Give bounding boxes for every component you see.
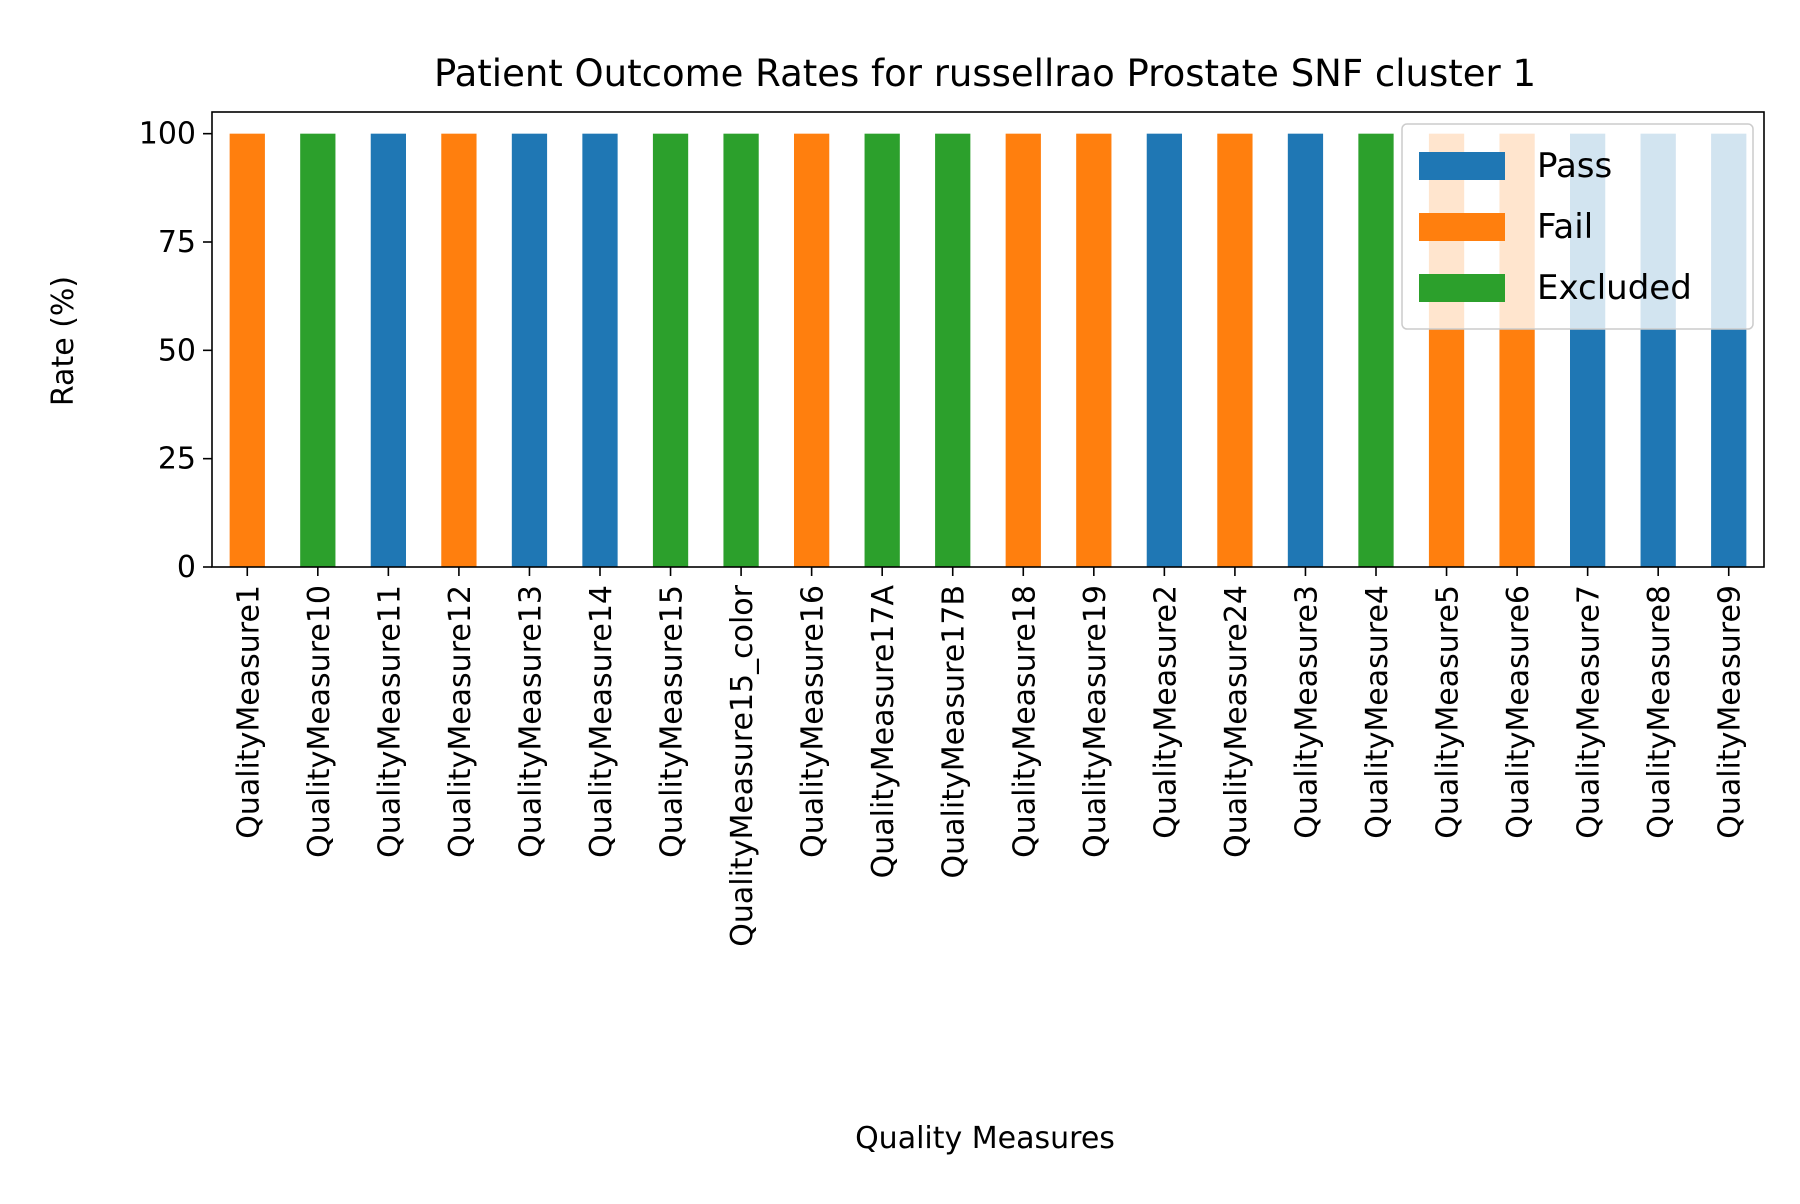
x-tick-label-8: QualityMeasure16: [796, 585, 831, 858]
x-tick-label-1: QualityMeasure10: [302, 585, 337, 858]
bar-fail-3: [441, 133, 477, 568]
x-tick-label-7: QualityMeasure15_color: [725, 584, 760, 946]
y-tick-label-100: 100: [139, 117, 196, 152]
bar-excluded-6: [652, 133, 689, 568]
x-tick-label-19: QualityMeasure7: [1572, 585, 1607, 839]
bar-fail-8: [794, 133, 830, 568]
chart-title: Patient Outcome Rates for russellrao Pro…: [434, 52, 1536, 95]
bar-excluded-10: [935, 133, 971, 568]
legend-swatch-fail: [1419, 213, 1505, 241]
bar-fail-12: [1076, 133, 1112, 568]
axes-group: 0 25 50 75 100 QualityMeasure1 QualityMeasure1…: [139, 111, 1765, 947]
x-tick-label-6: QualityMeasure15: [655, 585, 690, 858]
x-tick-label-14: QualityMeasure24: [1219, 585, 1254, 858]
legend-swatch-pass: [1419, 152, 1505, 180]
bar-excluded-7: [723, 133, 759, 568]
x-tick-label-13: QualityMeasure2: [1148, 585, 1183, 839]
x-tick-label-12: QualityMeasure19: [1078, 585, 1113, 858]
x-tick-label-17: QualityMeasure5: [1431, 585, 1466, 839]
x-tick-label-2: QualityMeasure11: [372, 585, 407, 858]
y-axis-label: Rate (%): [46, 276, 81, 406]
bar-pass-4: [511, 133, 548, 568]
bar-excluded-16: [1358, 133, 1394, 568]
x-tick-label-20: QualityMeasure8: [1642, 585, 1677, 839]
x-tick-label-16: QualityMeasure4: [1360, 585, 1395, 839]
plot-frame: [211, 111, 1765, 568]
x-tick-label-15: QualityMeasure3: [1289, 585, 1324, 839]
x-tick-label-9: QualityMeasure17A: [866, 585, 901, 879]
bar-fail-14: [1217, 133, 1253, 568]
bar-fail-0: [229, 133, 265, 568]
x-tick-label-4: QualityMeasure13: [513, 585, 548, 858]
bar-pass-13: [1146, 133, 1182, 568]
legend-label-pass: Pass: [1537, 146, 1612, 186]
x-axis-label: Quality Measures: [855, 1121, 1115, 1156]
y-tick-label-0: 0: [177, 550, 196, 585]
legend-label-excluded: Excluded: [1537, 268, 1692, 308]
legend-swatch-excluded: [1419, 274, 1505, 302]
bar-excluded-9: [864, 133, 900, 568]
x-tick-label-3: QualityMeasure12: [443, 585, 478, 858]
x-tick-label-5: QualityMeasure14: [584, 585, 619, 858]
bar-pass-2: [370, 133, 406, 568]
x-tick-label-21: QualityMeasure9: [1713, 585, 1748, 839]
x-tick-label-10: QualityMeasure17B: [937, 585, 972, 878]
x-tick-label-0: QualityMeasure1: [231, 585, 266, 839]
bar-pass-5: [582, 133, 618, 568]
x-tick-label-18: QualityMeasure6: [1501, 585, 1536, 839]
bar-pass-15: [1287, 133, 1324, 568]
bar-excluded-1: [300, 133, 336, 568]
x-tick-label-11: QualityMeasure18: [1007, 585, 1042, 858]
y-tick-label-25: 25: [158, 442, 196, 477]
bar-fail-11: [1005, 133, 1041, 568]
legend-label-fail: Fail: [1537, 207, 1593, 247]
y-tick-label-50: 50: [158, 333, 196, 368]
legend: Pass Fail Excluded: [1401, 123, 1754, 330]
y-tick-label-75: 75: [158, 225, 196, 260]
